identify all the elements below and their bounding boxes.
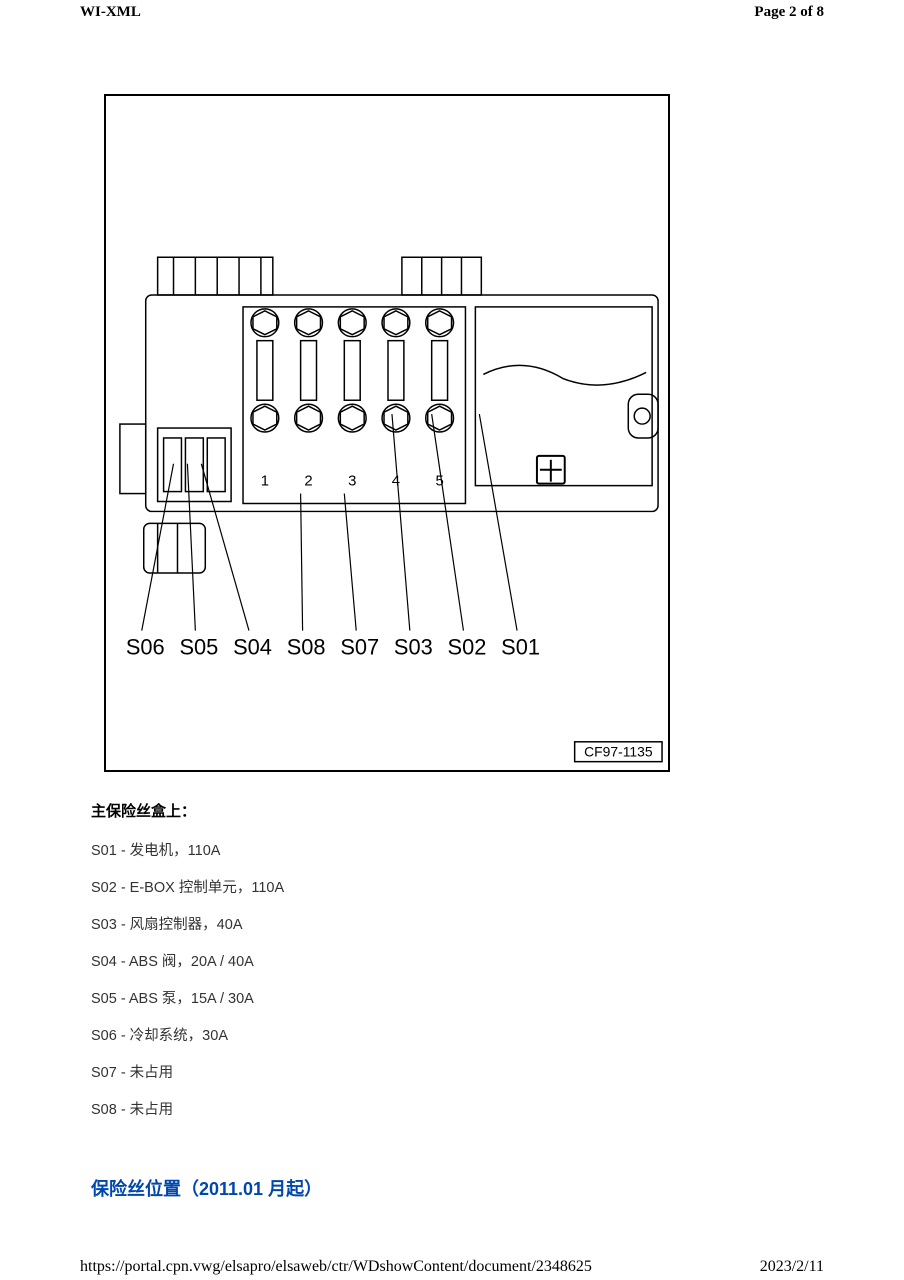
callout-s02: S02	[448, 634, 487, 659]
callout-s01: S01	[501, 634, 540, 659]
fuse-item: S04 - ABS 阀，20A / 40A	[91, 950, 824, 971]
page-number-label: Page 2 of 8	[754, 4, 824, 21]
fuse-item: S06 - 冷却系统，30A	[91, 1024, 824, 1045]
footer-url: https://portal.cpn.vwg/elsapro/elsaweb/c…	[80, 1258, 592, 1276]
doc-type-label: WI-XML	[80, 4, 141, 21]
slot-num-1: 1	[261, 474, 269, 490]
section-title: 主保险丝盒上：	[91, 800, 824, 821]
blue-heading: 保险丝位置（2011.01 月起）	[91, 1175, 824, 1201]
callout-s04: S04	[233, 634, 272, 659]
callout-s06: S06	[126, 634, 165, 659]
callout-s03: S03	[394, 634, 433, 659]
slot-num-2: 2	[304, 474, 312, 490]
fuse-item: S02 - E-BOX 控制单元，110A	[91, 876, 824, 897]
fuse-list: S01 - 发电机，110A S02 - E-BOX 控制单元，110A S03…	[91, 839, 824, 1119]
fuse-item: S07 - 未占用	[91, 1061, 824, 1082]
content-area: 主保险丝盒上： S01 - 发电机，110A S02 - E-BOX 控制单元，…	[91, 800, 824, 1201]
fuse-item: S05 - ABS 泵，15A / 30A	[91, 987, 824, 1008]
fuse-item: S03 - 风扇控制器，40A	[91, 913, 824, 934]
slot-num-4: 4	[392, 474, 400, 490]
diagram-code: CF97-1135	[584, 744, 653, 760]
page-footer: https://portal.cpn.vwg/elsapro/elsaweb/c…	[80, 1258, 824, 1276]
diagram-svg: 1 2 3 4 5 S06 S05 S04 S08 S07 S03 S02 S0…	[106, 96, 668, 770]
slot-num-3: 3	[348, 474, 356, 490]
page-header: WI-XML Page 2 of 8	[80, 4, 824, 21]
fuse-item: S01 - 发电机，110A	[91, 839, 824, 860]
fuse-item: S08 - 未占用	[91, 1098, 824, 1119]
footer-date: 2023/2/11	[760, 1258, 824, 1276]
leader-lines	[142, 414, 517, 630]
callout-s07: S07	[340, 634, 379, 659]
callout-s08: S08	[287, 634, 326, 659]
fuse-box-diagram: 1 2 3 4 5 S06 S05 S04 S08 S07 S03 S02 S0…	[104, 94, 670, 772]
callout-s05: S05	[179, 634, 218, 659]
